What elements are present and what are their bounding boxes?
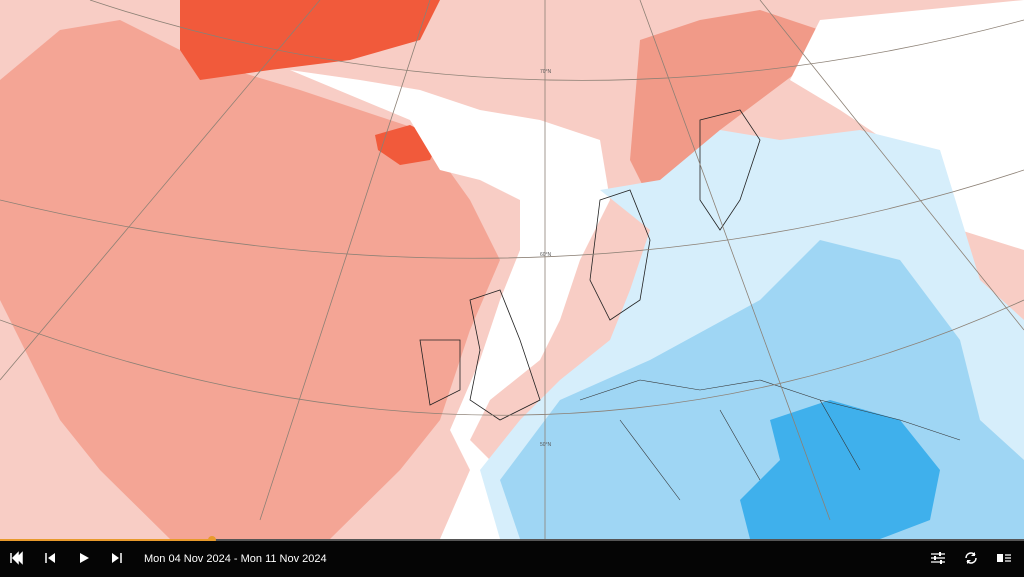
first-button[interactable]	[9, 551, 23, 565]
latitude-label: 60°N	[540, 252, 552, 258]
latitude-label: 50°N	[540, 442, 552, 448]
previous-button[interactable]	[43, 551, 57, 565]
loop-button[interactable]	[963, 551, 979, 565]
progress-knob[interactable]	[208, 536, 216, 544]
progress-fill	[0, 539, 212, 542]
settings-button[interactable]	[930, 551, 946, 565]
weather-map: 70°N 60°N 50°N	[0, 0, 1024, 539]
control-bar	[0, 541, 1024, 577]
display-button[interactable]	[996, 551, 1012, 565]
date-range: Mon 04 Nov 2024 - Mon 11 Nov 2024	[144, 553, 327, 565]
play-button[interactable]	[77, 551, 91, 565]
progress-track[interactable]	[0, 539, 1024, 542]
next-button[interactable]	[110, 551, 124, 565]
latitude-label: 70°N	[540, 69, 552, 75]
